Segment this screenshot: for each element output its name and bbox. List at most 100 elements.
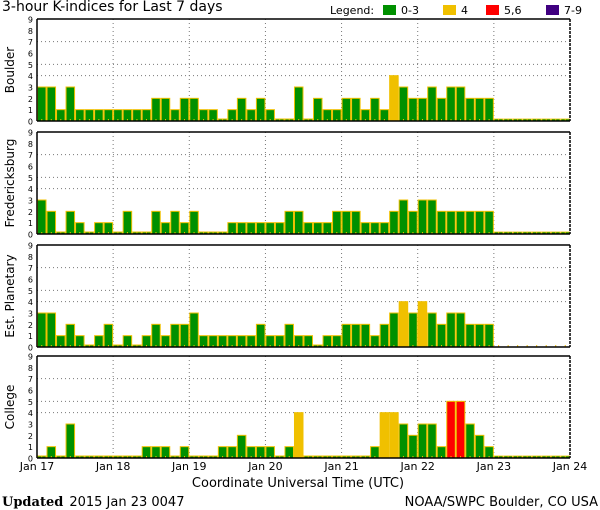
bar-fredericksburg-14 (170, 210, 180, 235)
bar-fredericksburg-45 (465, 210, 475, 235)
bar-college-27 (293, 412, 304, 459)
y-tick-label: 6 (28, 50, 33, 59)
bar-est-planetary-36 (379, 323, 390, 348)
bar-boulder-32 (341, 97, 352, 122)
bar-fredericksburg-47 (484, 210, 494, 235)
source-credit: NOAA/SWPC Boulder, CO USA (405, 495, 598, 510)
bar-boulder-46 (474, 97, 485, 122)
y-tick-label: 0 (28, 118, 33, 127)
bar-fredericksburg-39 (408, 210, 418, 235)
y-tick-label: 2 (28, 208, 33, 217)
bar-college-37 (389, 412, 399, 459)
bar-boulder-47 (484, 97, 494, 122)
bar-boulder-0 (37, 86, 47, 122)
bar-est-planetary-12 (151, 323, 161, 348)
y-tick-label: 7 (28, 38, 33, 47)
bar-college-45 (465, 423, 475, 459)
y-tick-label: 3 (28, 310, 33, 319)
bar-fredericksburg-32 (341, 210, 352, 235)
x-tick-label: Jan 21 (323, 460, 358, 473)
bar-est-planetary-43 (446, 312, 456, 348)
updated-line: Updated 2015 Jan 23 0047 (2, 495, 184, 510)
bar-est-planetary-46 (474, 323, 485, 348)
y-tick-label: 3 (28, 421, 33, 430)
bar-fredericksburg-0 (37, 199, 47, 235)
bar-fredericksburg-33 (351, 210, 361, 235)
y-tick-label: 5 (28, 398, 33, 407)
bar-est-planetary-39 (408, 312, 418, 348)
chart-title: 3-hour K-indices for Last 7 days (2, 0, 223, 15)
bar-est-planetary-0 (37, 312, 47, 348)
bar-est-planetary-45 (465, 323, 475, 348)
bar-fredericksburg-27 (293, 210, 304, 235)
bar-boulder-13 (160, 97, 171, 122)
updated-value: 2015 Jan 23 0047 (69, 495, 184, 510)
bar-college-21 (236, 434, 247, 459)
bar-boulder-39 (408, 97, 418, 122)
x-tick-label: Jan 18 (95, 460, 130, 473)
bar-fredericksburg-43 (446, 210, 456, 235)
bar-boulder-44 (455, 86, 466, 122)
y-tick-label: 8 (28, 253, 33, 262)
legend-entry-label: 0-3 (401, 4, 419, 17)
bar-fredericksburg-46 (474, 210, 485, 235)
panel-label: Est. Planetary (3, 254, 17, 337)
y-tick-label: 7 (28, 375, 33, 384)
legend-swatch-5,6 (486, 5, 499, 15)
legend-entry-label: 7-9 (564, 4, 582, 17)
y-tick-label: 8 (28, 364, 33, 373)
legend-swatch-7-9 (546, 5, 559, 15)
bar-college-40 (417, 423, 428, 459)
y-tick-label: 9 (28, 353, 33, 362)
y-tick-label: 6 (28, 387, 33, 396)
y-tick-label: 4 (28, 72, 33, 81)
y-tick-label: 4 (28, 185, 33, 194)
bar-est-planetary-32 (341, 323, 352, 348)
bar-est-planetary-47 (484, 323, 494, 348)
y-tick-label: 1 (28, 332, 33, 341)
y-tick-label: 1 (28, 219, 33, 228)
legend-swatch-0-3 (383, 5, 396, 15)
bar-est-planetary-3 (65, 323, 76, 348)
panel-label: Fredericksburg (3, 139, 17, 228)
bar-college-3 (65, 423, 76, 459)
updated-label: Updated (2, 495, 63, 510)
bar-college-39 (408, 434, 418, 459)
y-tick-label: 2 (28, 95, 33, 104)
y-tick-label: 5 (28, 61, 33, 70)
bar-fredericksburg-1 (46, 210, 57, 235)
y-tick-label: 7 (28, 264, 33, 273)
y-tick-label: 9 (28, 242, 33, 251)
bar-fredericksburg-31 (332, 210, 342, 235)
y-tick-label: 8 (28, 140, 33, 149)
bar-boulder-29 (313, 97, 323, 122)
bar-boulder-12 (151, 97, 161, 122)
bar-est-planetary-44 (455, 312, 466, 348)
bar-fredericksburg-41 (427, 199, 437, 235)
bar-boulder-41 (427, 86, 437, 122)
bar-est-planetary-38 (398, 301, 409, 348)
bar-fredericksburg-40 (417, 199, 428, 235)
bar-boulder-21 (236, 97, 247, 122)
y-tick-label: 0 (28, 344, 33, 353)
bar-boulder-1 (46, 86, 57, 122)
bar-fredericksburg-12 (151, 210, 161, 235)
y-tick-label: 4 (28, 409, 33, 418)
y-tick-label: 0 (28, 455, 33, 464)
x-tick-label: Jan 20 (247, 460, 282, 473)
bar-boulder-45 (465, 97, 475, 122)
bar-college-36 (379, 412, 390, 459)
bar-est-planetary-23 (255, 323, 266, 348)
y-tick-label: 1 (28, 443, 33, 452)
panel-label: Boulder (3, 47, 17, 94)
bar-boulder-43 (446, 86, 456, 122)
bar-est-planetary-26 (284, 323, 294, 348)
y-tick-label: 6 (28, 276, 33, 285)
y-tick-label: 3 (28, 197, 33, 206)
x-tick-label: Jan 22 (399, 460, 434, 473)
bar-est-planetary-7 (103, 323, 114, 348)
bar-est-planetary-42 (436, 323, 447, 348)
legend-entry-label: 4 (461, 4, 468, 17)
bar-fredericksburg-26 (284, 210, 294, 235)
